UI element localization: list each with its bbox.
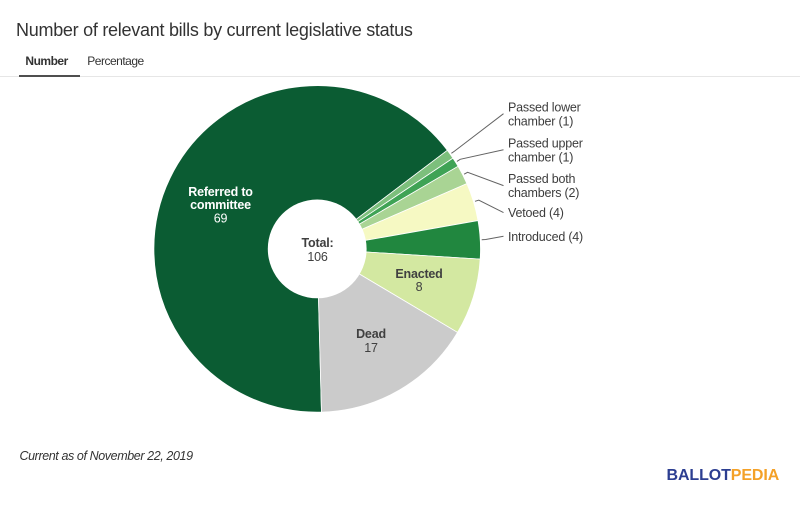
svg-text:Referred to: Referred to [188, 185, 253, 199]
svg-text:chambers (2): chambers (2) [508, 186, 579, 200]
svg-text:Vetoed (4): Vetoed (4) [508, 206, 564, 220]
svg-text:Dead: Dead [356, 327, 386, 341]
svg-text:8: 8 [416, 280, 423, 294]
svg-text:106: 106 [307, 250, 328, 264]
svg-text:17: 17 [364, 341, 378, 355]
svg-text:Introduced (4): Introduced (4) [508, 230, 583, 244]
svg-text:Enacted: Enacted [395, 267, 442, 281]
svg-text:chamber (1): chamber (1) [508, 114, 573, 128]
svg-text:Passed both: Passed both [508, 172, 576, 186]
svg-text:committee: committee [190, 198, 251, 212]
svg-text:Total:: Total: [302, 236, 334, 250]
svg-text:chamber (1): chamber (1) [508, 150, 573, 164]
svg-text:69: 69 [214, 212, 228, 226]
svg-text:Passed lower: Passed lower [508, 100, 581, 114]
svg-text:Passed upper: Passed upper [508, 136, 583, 150]
